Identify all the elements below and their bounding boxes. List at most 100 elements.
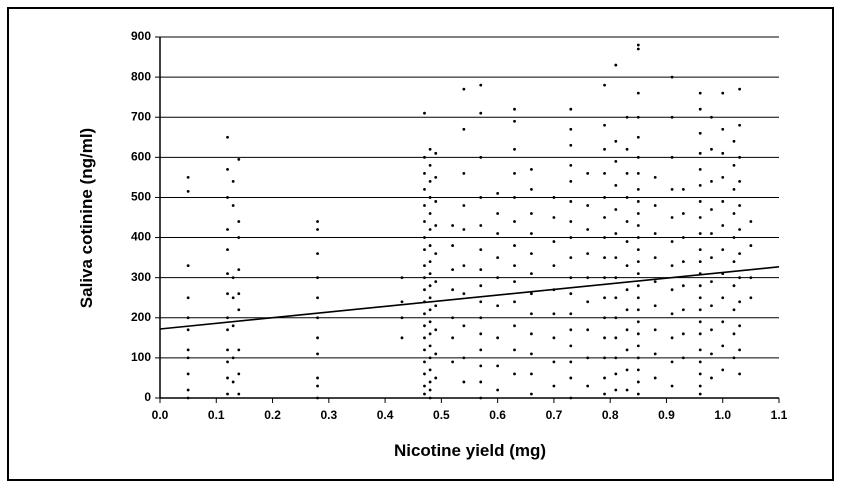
point (513, 264, 516, 268)
point (614, 336, 618, 340)
point (423, 220, 426, 223)
point (428, 180, 432, 183)
point (513, 372, 516, 376)
point (698, 296, 702, 300)
point (710, 280, 713, 284)
point (316, 252, 319, 256)
point (636, 332, 640, 336)
point (513, 107, 516, 111)
point (721, 224, 725, 227)
point (636, 308, 640, 312)
point (603, 392, 606, 396)
point (636, 135, 640, 139)
point (721, 175, 725, 179)
point (721, 248, 725, 251)
point (423, 171, 426, 175)
point (636, 392, 640, 396)
point (636, 284, 640, 288)
point (681, 188, 685, 191)
point (625, 368, 629, 372)
point (721, 344, 725, 348)
point (428, 284, 432, 288)
point (614, 232, 618, 235)
point (462, 292, 466, 296)
point (670, 264, 674, 268)
point (670, 288, 674, 292)
point (428, 356, 432, 360)
point (721, 296, 725, 300)
point (530, 292, 533, 296)
point (186, 372, 190, 376)
point (423, 248, 426, 251)
x-tick-label: 0.7 (546, 408, 563, 422)
point (552, 264, 556, 268)
point (625, 115, 629, 119)
point (721, 368, 725, 372)
point (316, 336, 319, 340)
point (636, 212, 640, 215)
point (479, 380, 483, 384)
point (428, 344, 432, 348)
point (603, 296, 606, 300)
point (670, 115, 674, 119)
point (237, 292, 241, 296)
point (636, 272, 640, 276)
point (423, 384, 426, 388)
point (423, 392, 426, 396)
point (670, 240, 674, 243)
point (231, 380, 235, 384)
point (428, 244, 432, 247)
point (552, 312, 556, 316)
point (698, 167, 702, 171)
point (451, 244, 455, 247)
x-tick-label: 0.9 (658, 408, 675, 422)
x-tick-label: 0.0 (152, 408, 169, 422)
point (316, 276, 319, 280)
point (226, 135, 229, 139)
point (653, 175, 657, 179)
point (530, 312, 533, 316)
point (226, 328, 229, 332)
point (732, 332, 736, 336)
x-tick-label: 0.8 (602, 408, 619, 422)
point (423, 204, 426, 207)
point (423, 360, 426, 364)
point (316, 316, 319, 320)
point (530, 188, 533, 191)
point (428, 296, 432, 300)
point (749, 244, 753, 247)
point (636, 260, 640, 264)
point (428, 163, 432, 167)
point (513, 171, 516, 175)
point (513, 220, 516, 223)
point (434, 280, 438, 284)
point (636, 115, 640, 119)
point (186, 316, 190, 320)
point (625, 308, 629, 312)
point (698, 131, 702, 135)
point (636, 188, 640, 191)
point (710, 352, 713, 356)
point (653, 352, 657, 356)
point (625, 220, 629, 223)
point (530, 392, 533, 396)
point (698, 332, 702, 336)
point (569, 180, 573, 183)
point (479, 348, 483, 352)
frame (7, 7, 834, 481)
axes: 0 100 200 300 400 500 600 700 800 900 0.0 0.1 0.2 0.3… (131, 29, 788, 422)
point (721, 151, 725, 155)
point (653, 376, 657, 380)
point (738, 300, 742, 304)
point (226, 360, 229, 364)
point (586, 328, 590, 332)
point (738, 372, 742, 376)
point (226, 392, 229, 396)
point (698, 107, 702, 111)
point (732, 163, 736, 167)
point (434, 376, 438, 380)
point (513, 147, 516, 151)
x-tick-label: 0.3 (320, 408, 337, 422)
point (451, 336, 455, 340)
point (462, 380, 466, 384)
